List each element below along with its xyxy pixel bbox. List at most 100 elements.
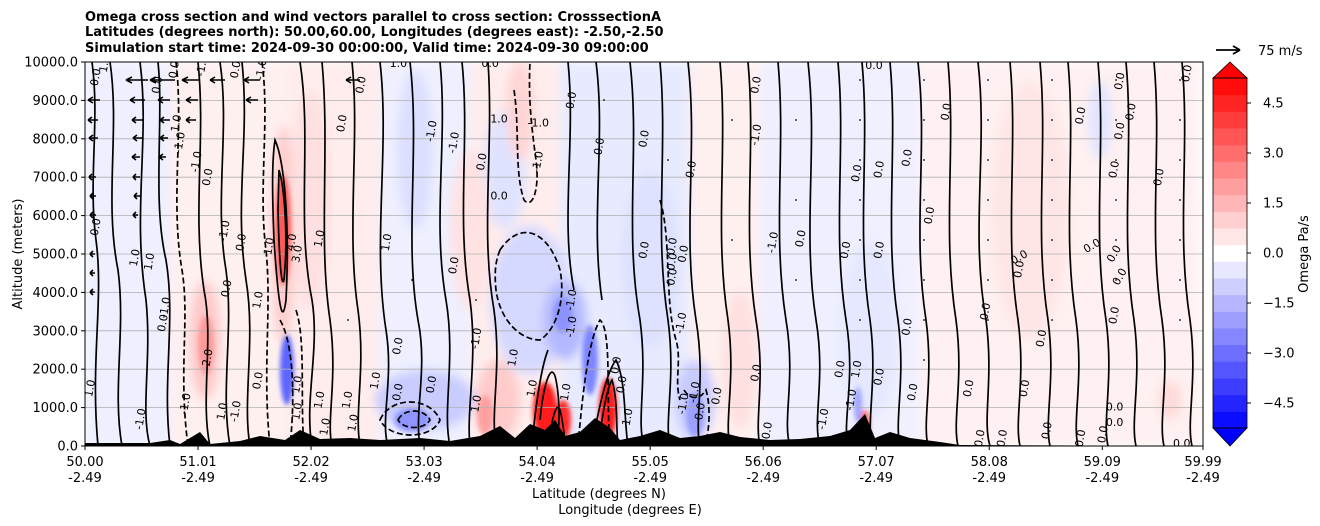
contour-label-35: 1.0 xyxy=(312,390,328,409)
contour-label-33: 0.0 xyxy=(353,75,369,94)
x-tick-label-lon-2: -2.49 xyxy=(294,471,328,486)
contour-label-123: 0.0 xyxy=(1151,167,1167,186)
wind-arrow-4 xyxy=(209,76,225,84)
contour-solid-33 xyxy=(917,62,930,446)
field-blob-red-c xyxy=(290,90,330,310)
contour-label-109: 0.0 xyxy=(1073,106,1089,125)
contour-label-74: -1.0 xyxy=(675,392,692,415)
contour-solid-14 xyxy=(409,62,423,446)
contour-label-9: -1.0 xyxy=(188,150,205,173)
colorbar-band-0 xyxy=(1213,411,1247,429)
wind-dot-11 xyxy=(923,199,925,201)
contour-label-100: 0.0 xyxy=(977,302,993,321)
colorbar-tick-label-3: 0.0 xyxy=(1263,247,1284,262)
contour-label-54: -1.0 xyxy=(529,150,546,173)
contour-label-32: 0.0 xyxy=(334,114,350,133)
y-tick-label-5: 5000.0 xyxy=(33,248,79,263)
contour-label-42: 1.0 xyxy=(390,57,408,70)
contour-solid-09 xyxy=(277,169,287,283)
contour-label-52: 0.0 xyxy=(474,152,490,171)
field-core-blue-d xyxy=(582,325,598,395)
field-core-red-b xyxy=(198,315,214,375)
colorbar-band-13 xyxy=(1213,194,1247,212)
contour-label-12: 1.0 xyxy=(141,252,157,271)
y-tick-label-1: 1000.0 xyxy=(33,401,79,416)
x-tick-label-lon-10: -2.49 xyxy=(1186,471,1220,486)
x-tick-label-lon-7: -2.49 xyxy=(859,471,893,486)
contour-label-66: 0.0 xyxy=(636,129,652,148)
colorbar-tick-label-4: 1.5 xyxy=(1263,197,1284,212)
field-core-blue-f xyxy=(854,387,862,423)
contour-dashed-05 xyxy=(397,410,431,429)
contour-label-62: 0.0 xyxy=(591,137,607,156)
contour-solid-38 xyxy=(1067,62,1080,446)
field-core-red-f xyxy=(477,395,493,435)
contour-label-95: 0.0 xyxy=(905,382,921,401)
x-tick-label-lat-4: 54.04 xyxy=(519,455,556,470)
wind-dot-51 xyxy=(411,279,413,281)
wind-dot-16 xyxy=(987,79,989,81)
wind-dot-34 xyxy=(1115,239,1117,241)
contour-label-61: 0.0 xyxy=(563,91,579,110)
wind-dot-6 xyxy=(859,279,861,281)
contour-label-103: 0.0 xyxy=(1011,260,1027,279)
wind-dot-30 xyxy=(1115,79,1117,81)
wind-dot-3 xyxy=(859,159,861,161)
plot-area: 0.01.00.01.0-1.00.00.01.0-1.0-1.00.01.01… xyxy=(85,54,1203,450)
colorbar-band-5 xyxy=(1213,328,1247,346)
contour-solid-34 xyxy=(947,62,960,446)
contour-label-92: 0.0 xyxy=(871,367,887,386)
wind-arrow-9 xyxy=(157,96,170,104)
contour-label-96: 0.0 xyxy=(922,206,938,225)
wind-dot-25 xyxy=(1051,159,1053,161)
contour-solid-17 xyxy=(486,62,498,446)
contour-label-57: 1.0 xyxy=(558,382,574,401)
contour-label-16: 0.0 xyxy=(233,233,249,252)
contour-label-98: 0.0 xyxy=(938,102,954,121)
contour-label-120: 0.0 xyxy=(1123,102,1139,121)
contour-label-20: -1.0 xyxy=(177,392,194,415)
contour-solid-06 xyxy=(219,62,231,446)
wind-arrow-15 xyxy=(185,116,196,124)
contour-label-24: -1.0 xyxy=(194,54,211,77)
wind-dot-46 xyxy=(731,119,733,121)
contour-label-97: 0.0 xyxy=(865,59,883,72)
contour-label-116: 0.0 xyxy=(1173,437,1191,450)
contour-label-36: 1.0 xyxy=(340,390,356,409)
field-blob-red-f xyxy=(450,150,490,310)
colorbar-band-20 xyxy=(1213,78,1247,96)
y-tick-label-7: 7000.0 xyxy=(33,171,79,186)
contour-solid-10 xyxy=(299,62,316,446)
contour-label-10: 0.0 xyxy=(200,167,216,186)
wind-dot-23 xyxy=(1051,79,1053,81)
wind-arrow-19 xyxy=(131,153,140,161)
x-axis-label-latitude: Latitude (degrees N) xyxy=(532,487,666,502)
wind-dot-10 xyxy=(923,159,925,161)
colorbar-tick-label-2: −1.5 xyxy=(1263,297,1295,312)
wind-arrow-20 xyxy=(158,153,166,161)
contour-solid-08 xyxy=(271,137,289,313)
contour-label-73: 0.0 xyxy=(683,160,699,179)
contour-solid-02 xyxy=(109,62,123,446)
wind-dot-12 xyxy=(923,239,925,241)
x-tick-label-lat-1: 51.01 xyxy=(179,455,216,470)
contour-dashed-04 xyxy=(379,401,441,436)
contour-labels: 0.01.00.01.0-1.00.00.01.0-1.0-1.00.01.01… xyxy=(85,54,1195,450)
wind-arrow-29 xyxy=(89,288,95,296)
contour-label-28: 4.0 xyxy=(284,233,300,252)
colorbar-band-4 xyxy=(1213,344,1247,362)
contour-label-89: 0.0 xyxy=(832,359,848,378)
wind-dot-47 xyxy=(731,239,733,241)
contour-label-119: 0.0 xyxy=(1112,121,1128,140)
quiver-key-label: 75 m/s xyxy=(1258,44,1303,59)
contour-label-0: 0.0 xyxy=(88,68,104,87)
contour-solid-31 xyxy=(861,62,874,446)
wind-dot-45 xyxy=(795,279,797,281)
colorbar-band-7 xyxy=(1213,294,1247,312)
contour-solid-35 xyxy=(977,62,991,446)
field-core-blue-b xyxy=(394,408,430,432)
contour-dashed-08 xyxy=(577,318,611,446)
contour-label-67: 0.0 xyxy=(636,240,652,259)
colorbar-tick-label-5: 3.0 xyxy=(1263,147,1284,162)
contour-solid-16 xyxy=(461,62,474,446)
